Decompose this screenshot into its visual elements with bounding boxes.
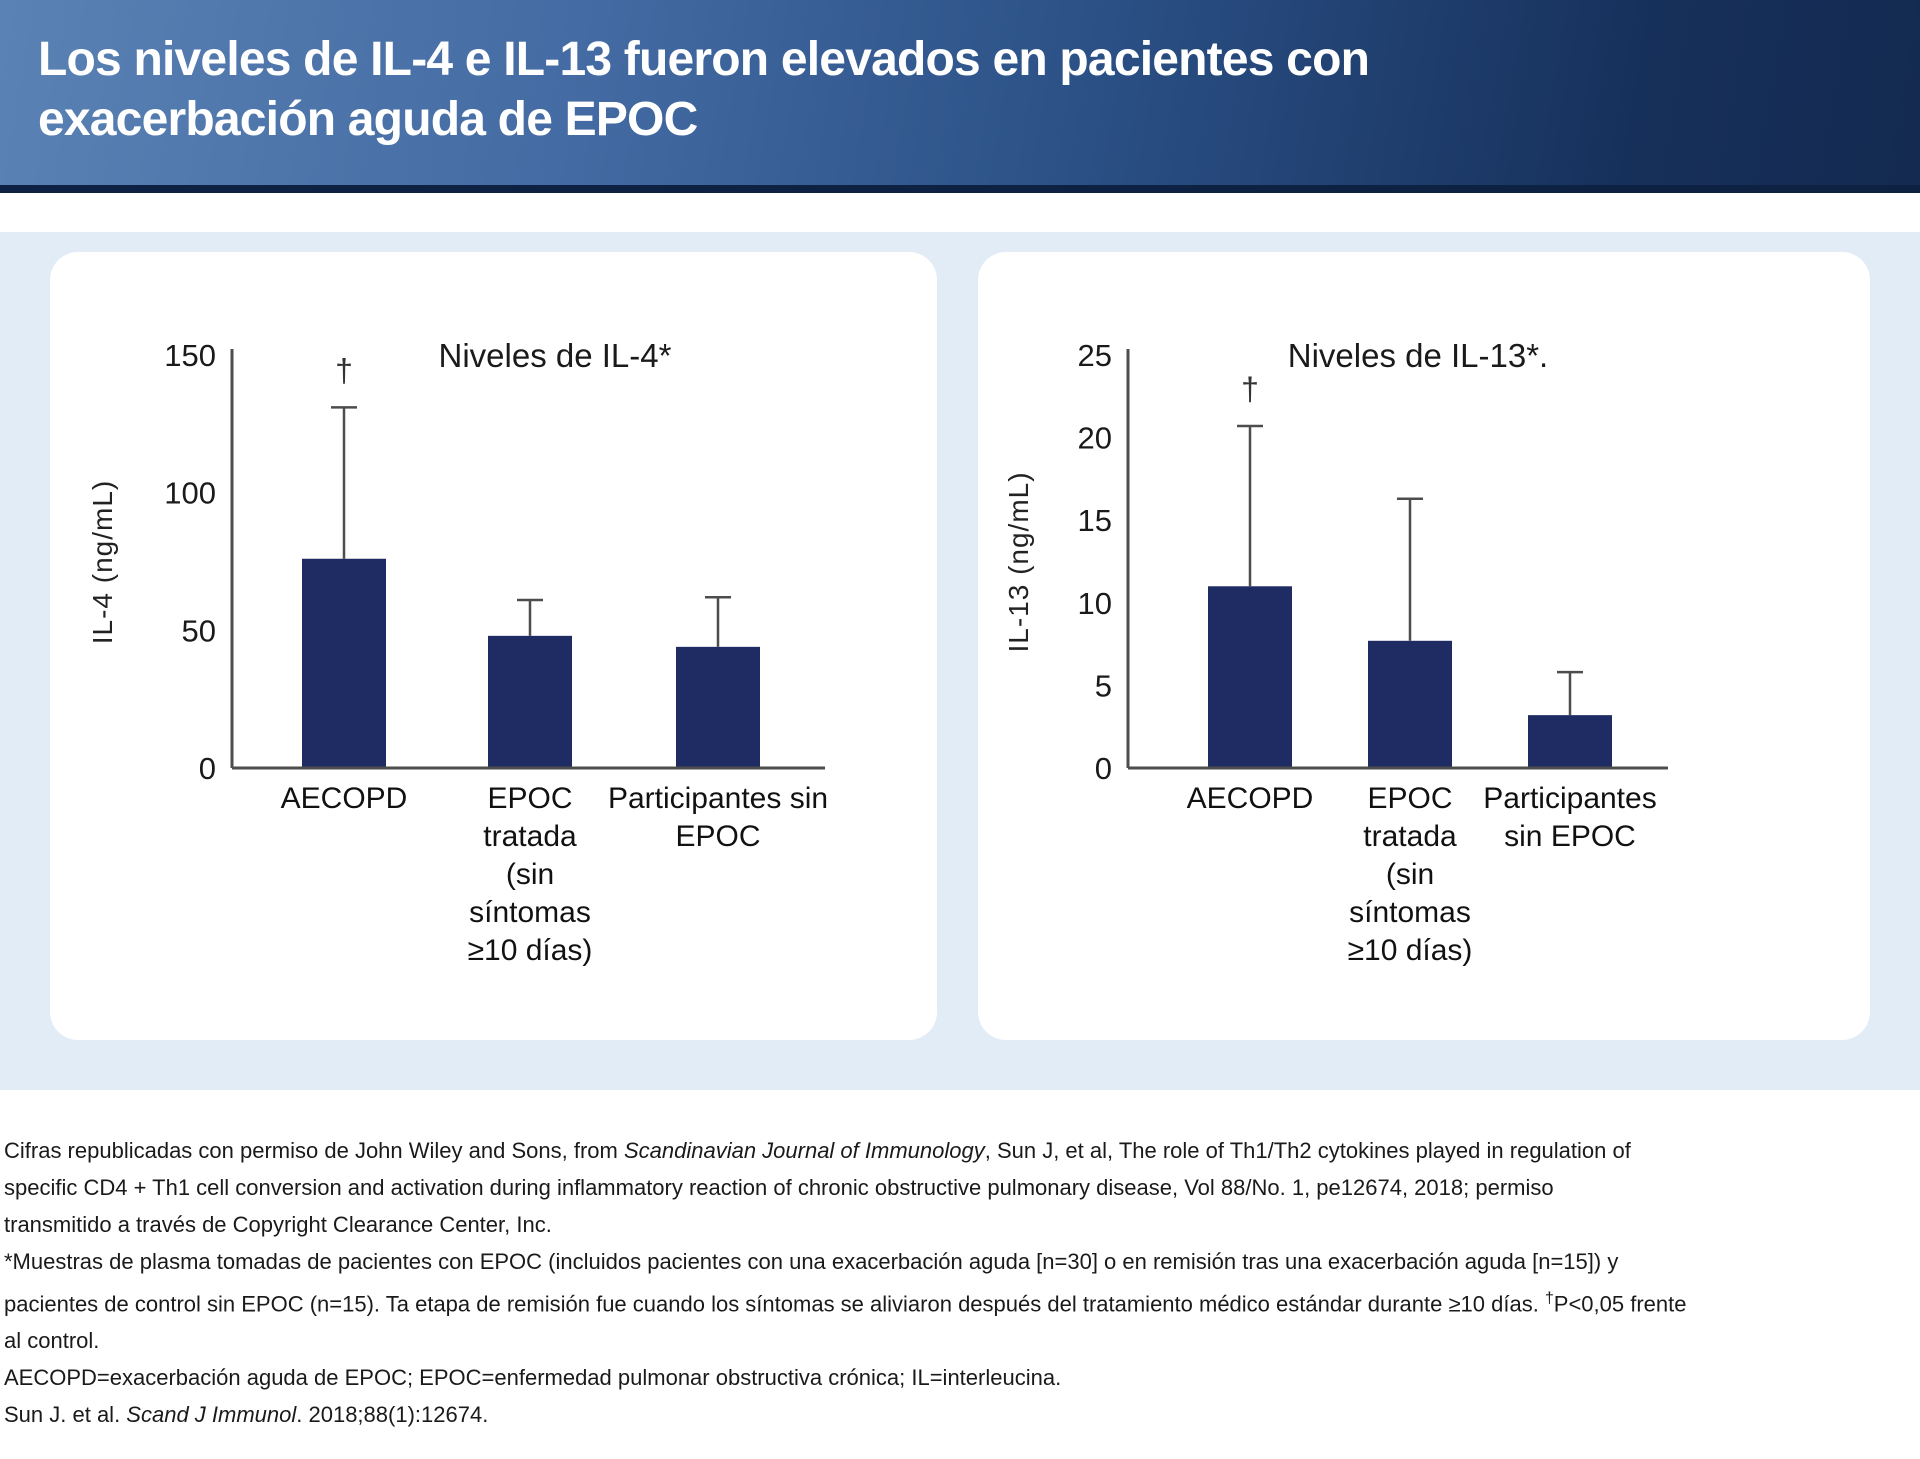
chart-title: Niveles de IL-13*. [1288,337,1548,374]
y-axis-label: IL-4 (ng/mL) [87,480,118,645]
footnote-line: *Muestras de plasma tomadas de pacientes… [4,1243,1880,1280]
il4-bar-chart: Niveles de IL-4* IL-4 (ng/mL) 0 50 100 150 † AE… [87,337,828,967]
footnote-line: pacientes de control sin EPOC (n=15). Ta… [4,1280,1880,1322]
x-category-label: AECOPD [1187,782,1314,815]
footnote-citation-italic: Scandinavian Journal of Immunology [623,1138,985,1163]
y-tick-label: 100 [164,476,216,511]
bar [488,635,572,768]
page-title-line2: exacerbación aguda de EPOC [38,93,698,146]
y-tick-label: 0 [1095,751,1112,786]
y-tick-label: 150 [164,338,216,373]
page-title: Los niveles de IL-4 e IL-13 fueron eleva… [0,0,1920,150]
footnote-text: Sun J. et al. [4,1402,127,1428]
bar [1208,586,1292,768]
footnotes: Cifras republicadas con permiso de John … [0,1090,1920,1433]
bar [1368,640,1452,768]
footnote-line: al control. [4,1322,1880,1359]
footnote-text: al control. [4,1328,100,1354]
chart-title: Niveles de IL-4* [439,337,672,374]
footnote-line: Cifras republicadas con permiso de John … [4,1132,1880,1169]
footnote-line: AECOPD=exacerbación aguda de EPOC; EPOC=… [4,1359,1880,1396]
header-banner: Los niveles de IL-4 e IL-13 fueron eleva… [0,0,1920,193]
footnote-text: Cifras republicadas con permiso de John … [4,1138,624,1163]
x-category-label: AECOPD [281,782,408,815]
y-tick-label: 15 [1078,503,1112,538]
bar [302,558,386,768]
footnote-text: transmitido a través de Copyright Cleara… [4,1212,552,1237]
significance-marker: † [335,352,353,388]
footnote-text: specific CD4 + Th1 cell conversion and a… [4,1175,1554,1200]
footnote-text: pacientes de control sin EPOC (n=15). Ta… [4,1291,1545,1317]
x-category-label: EPOC tratada (sin síntomas ≥10 días) [468,782,593,967]
footnote-text: *Muestras de plasma tomadas de pacientes… [4,1249,1619,1274]
footnote-line: specific CD4 + Th1 cell conversion and a… [4,1169,1880,1206]
y-tick-label: 25 [1078,338,1112,373]
footnote-citation-italic: Scand J Immunol [126,1402,297,1428]
y-tick-label: 20 [1078,421,1112,456]
y-tick-label: 0 [199,751,216,786]
x-category-label: EPOC tratada (sin síntomas ≥10 días) [1348,782,1473,967]
x-category-label: Participantes sin EPOC [1483,782,1656,853]
footnote-line: Sun J. et al. Scand J Immunol. 2018;88(1… [4,1396,1880,1433]
bar [676,646,760,768]
y-tick-label: 10 [1078,586,1112,621]
header-accent-bar [0,185,1920,193]
footnote-text: † [1544,1290,1554,1307]
page-title-line1: Los niveles de IL-4 e IL-13 fueron eleva… [38,33,1370,86]
footnote-text: , Sun J, et al, The role of Th1/Th2 cyto… [984,1138,1631,1163]
footnote-text: AECOPD=exacerbación aguda de EPOC; EPOC=… [4,1365,1062,1391]
chart-card-il13: Niveles de IL-13*. IL-13 (ng/mL) 0 5 10 15 20 2… [978,252,1870,1040]
x-category-label: Participantes sin EPOC [608,782,828,853]
footnote-text: . 2018;88(1):12674. [296,1402,489,1428]
chart-card-il4: Niveles de IL-4* IL-4 (ng/mL) 0 50 100 150 † AE… [50,252,937,1040]
y-tick-label: 5 [1095,668,1112,703]
y-tick-label: 50 [182,613,216,648]
charts-section: Niveles de IL-4* IL-4 (ng/mL) 0 50 100 150 † AE… [0,232,1920,1090]
footnote-text: P<0,05 frente [1553,1291,1687,1317]
bar [1528,715,1612,768]
footnote-line: transmitido a través de Copyright Cleara… [4,1206,1880,1243]
y-axis-label: IL-13 (ng/mL) [1003,471,1034,652]
il13-bar-chart: Niveles de IL-13*. IL-13 (ng/mL) 0 5 10 15 20 2… [1003,337,1668,967]
significance-marker: † [1241,371,1259,407]
